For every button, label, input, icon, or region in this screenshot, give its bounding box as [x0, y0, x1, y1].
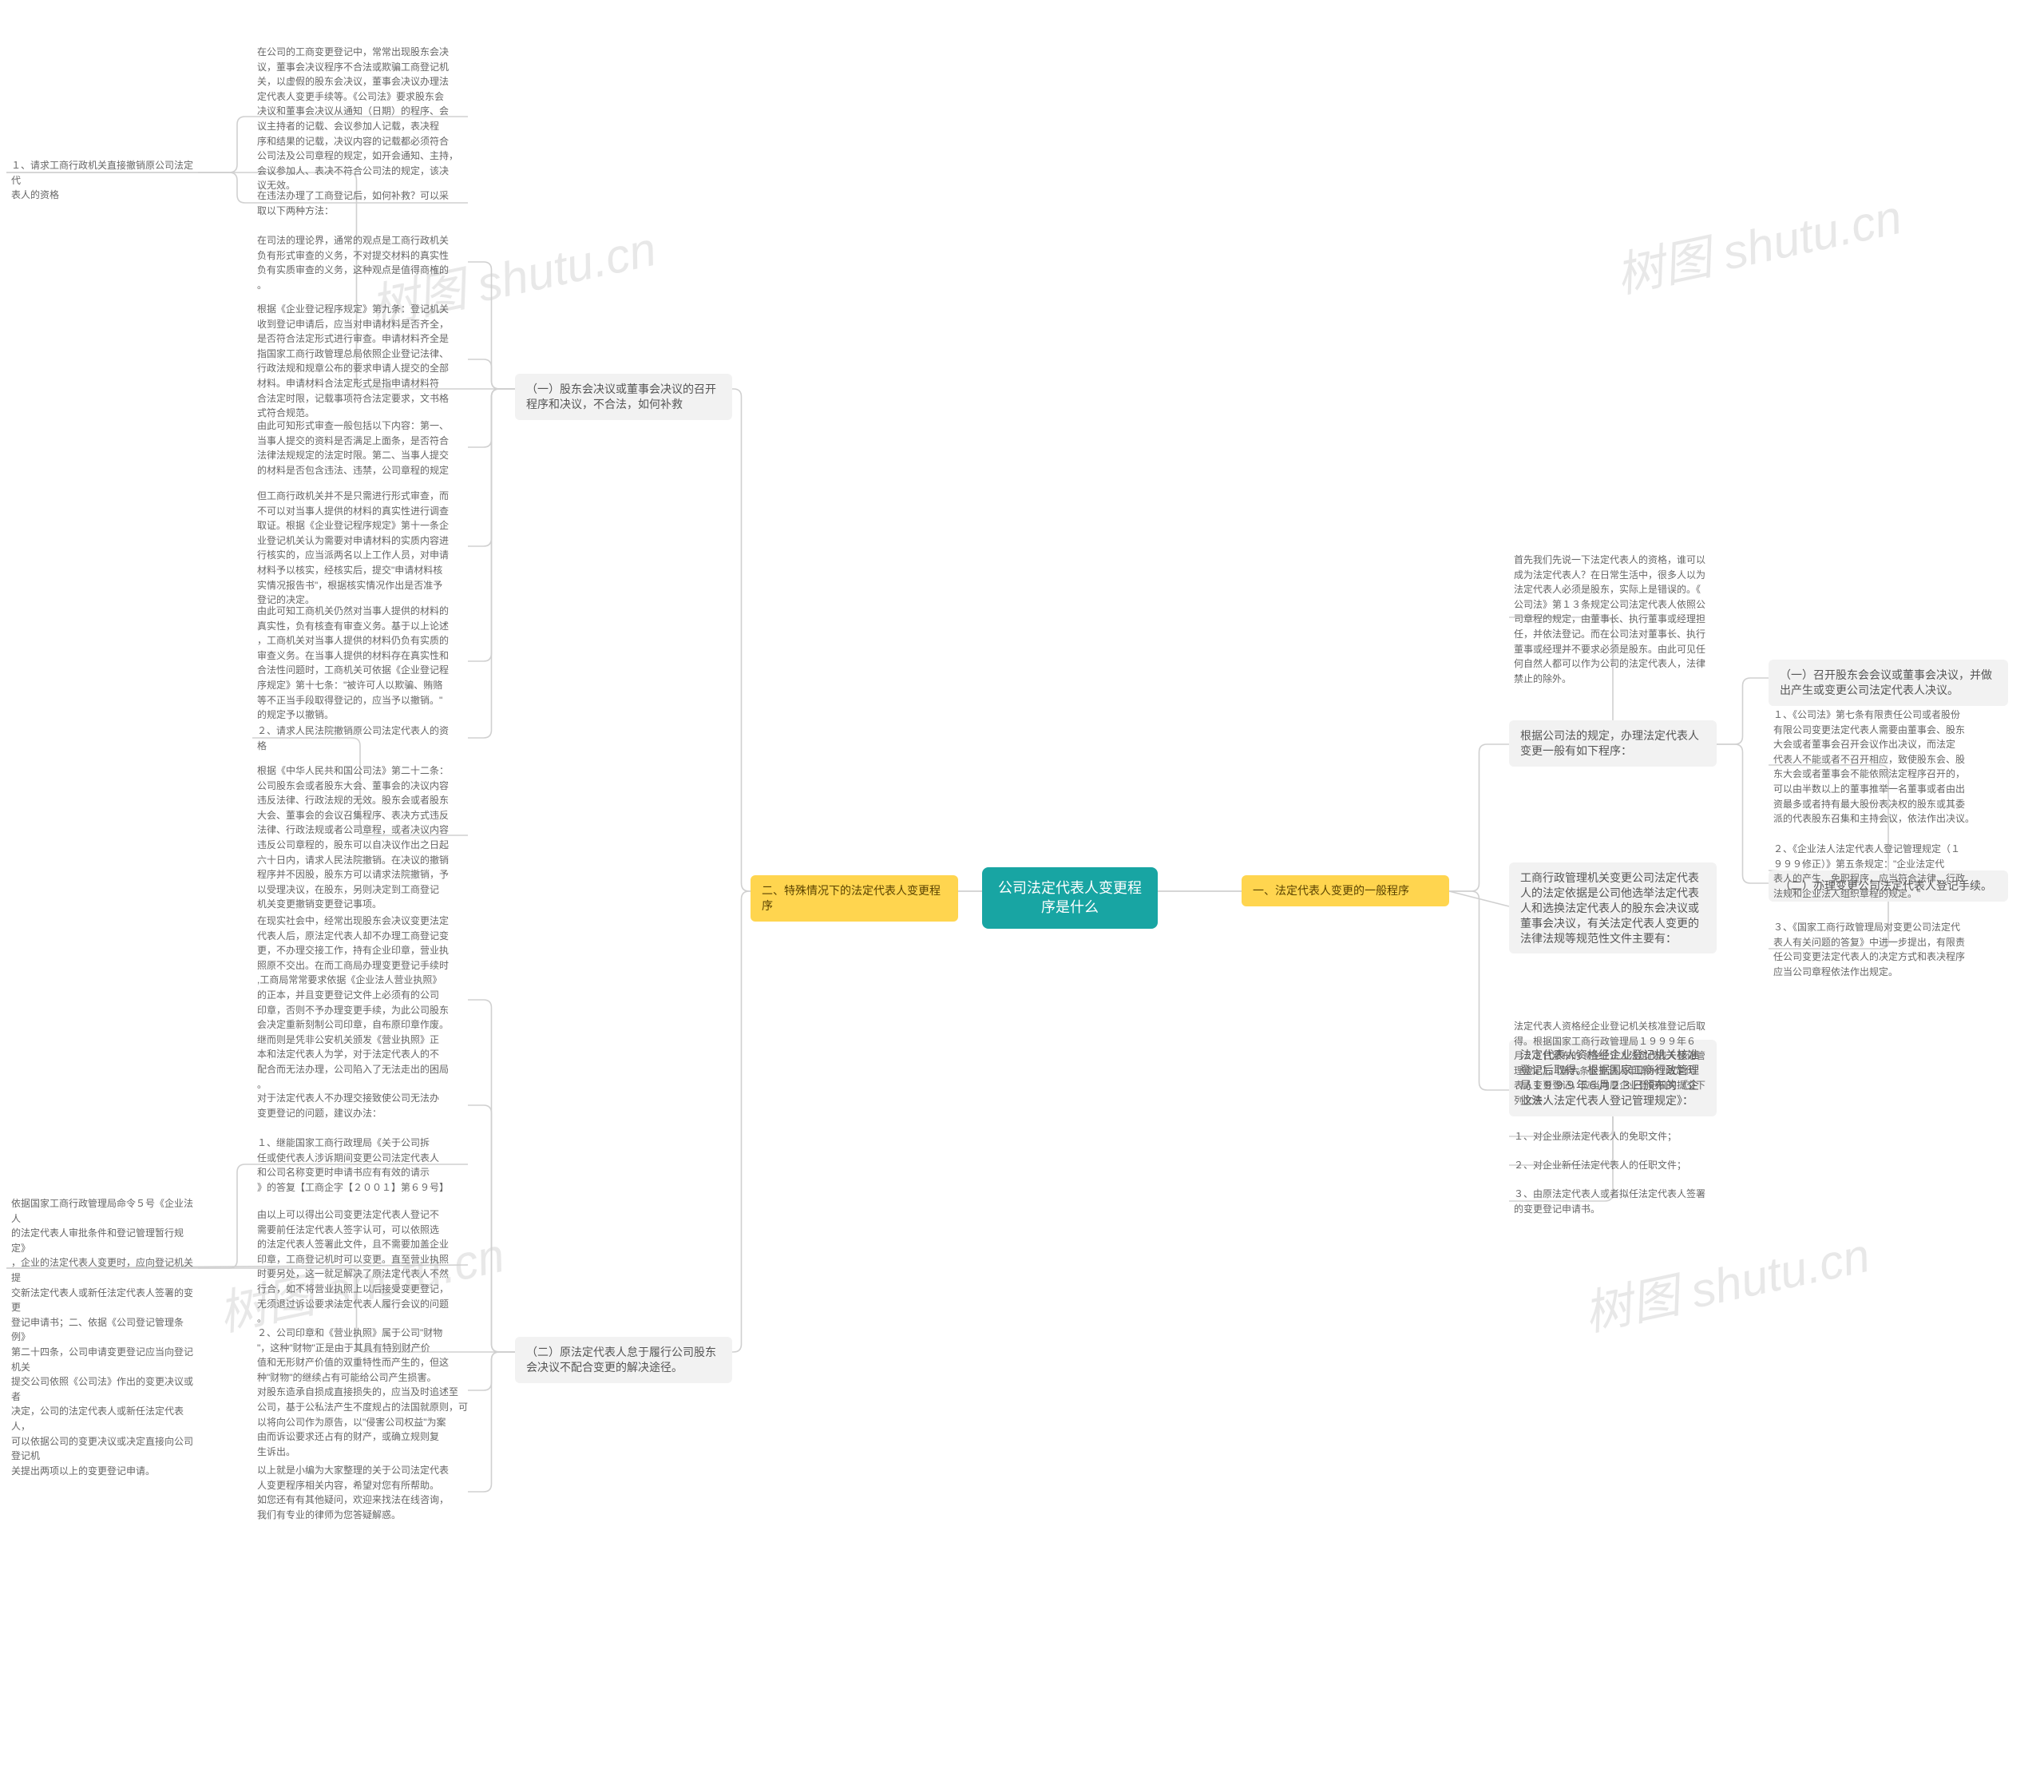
leaf-node: 在公司的工商变更登记中，常常出现股东会决议，董事会决议程序不合法或欺骗工商登记机…: [252, 42, 468, 196]
leaf-node: 依据国家工商行政管理局命令５号《企业法人的法定代表人审批条件和登记管理暂行规定》…: [6, 1193, 198, 1481]
watermark: 树图 shutu.cn: [1609, 178, 1907, 307]
leaf-node: １、请求工商行政机关直接撤销原公司法定代表人的资格: [6, 155, 198, 206]
leaf-node: 由以上可以得出公司变更法定代表人登记不需要前任法定代表人签字认可，可以依照选的法…: [252, 1204, 468, 1330]
leaf-node: ３、由原法定代表人或者拟任法定代表人签署的变更登记申请书。: [1509, 1183, 1717, 1219]
leaf-node: 以上就是小编为大家整理的关于公司法定代表人变更程序相关内容，希望对您有所帮助。如…: [252, 1460, 468, 1525]
leaf-node: ３、《国家工商行政管理局对变更公司法定代表人有关问题的答复》中进一步提出，有限责…: [1769, 917, 2016, 982]
leaf-node: １、继能国家工商行政理局《关于公司拆任或使代表人涉诉期间变更公司法定代表人和公司…: [252, 1132, 468, 1198]
leaf-node: 在司法的理论界，通常的观点是工商行政机关负有形式审查的义务，不对提交材料的真实性…: [252, 230, 468, 295]
sub-node: （一）召开股东会会议或董事会决议，并做出产生或变更公司法定代表人决议。: [1769, 660, 2008, 706]
leaf-node: 在违法办理了工商登记后，如何补救？可以采取以下两种方法：: [252, 185, 468, 221]
sub-node: （二）原法定代表人怠于履行公司股东会决议不配合变更的解决途径。: [515, 1337, 732, 1383]
leaf-node: 根据《中华人民共和国公司法》第二十二条：公司股东会或者股东大会、董事会的决议内容…: [252, 760, 468, 915]
branch-node: 一、法定代表人变更的一般程序: [1242, 875, 1449, 906]
watermark: 树图 shutu.cn: [1577, 1216, 1876, 1345]
leaf-node: 由此可知形式审查一般包括以下内容：第一、当事人提交的资料是否满足上面条，是否符合…: [252, 415, 468, 481]
leaf-node: 但工商行政机关并不是只需进行形式审查，而不可以对当事人提供的材料的真实性进行调查…: [252, 486, 468, 611]
leaf-node: ２、《企业法人法定代表人登记管理规定（１９９９修正）》第五条规定："企业法定代表…: [1769, 839, 2016, 904]
sub-node: （一）股东会决议或董事会决议的召开程序和决议，不合法，如何补救: [515, 374, 732, 420]
leaf-node: 在现实社会中，经常出现股东会决议变更法定代表人后，原法定代表人却不办理工商登记变…: [252, 910, 468, 1095]
leaf-node: １、对企业原法定代表人的免职文件；: [1509, 1126, 1717, 1148]
leaf-node: 首先我们先说一下法定代表人的资格，谁可以成为法定代表人？在日常生活中，很多人以为…: [1509, 549, 1717, 689]
leaf-node: １、《公司法》第七条有限责任公司或者股份有限公司变更法定代表人需要由董事会、股东…: [1769, 704, 2016, 830]
leaf-node: 对于法定代表人不办理交接致使公司无法办变更登记的问题，建议办法：: [252, 1088, 468, 1124]
leaf-node: ２、对企业新任法定代表人的任职文件；: [1509, 1155, 1717, 1176]
root-node: 公司法定代表人变更程序是什么: [982, 867, 1158, 929]
leaf-node: ２、公司印章和《营业执照》属于公司"财物"，这种"财物"正是由于其具有特别财产价…: [252, 1322, 468, 1462]
leaf-node: ２、请求人民法院撤销原公司法定代表人的资格: [252, 720, 468, 756]
branch-node: 二、特殊情况下的法定代表人变更程序: [751, 875, 958, 922]
leaf-node: 根据《企业登记程序规定》第九条：登记机关收到登记申请后，应当对申请材料是否齐全，…: [252, 299, 468, 424]
sub-node: 工商行政管理机关变更公司法定代表人的法定依据是公司他选举法定代表人和选换法定代表…: [1509, 862, 1717, 953]
leaf-node: 由此可知工商机关仍然对当事人提供的材料的真实性，负有核查有审查义务。基于以上论述…: [252, 601, 468, 726]
leaf-node: 法定代表人资格经企业登记机关核准登记后取得。根据国家工商行政管理局１９９９年６月…: [1509, 1016, 1717, 1112]
sub-node: 根据公司法的规定，办理法定代表人变更一般有如下程序：: [1509, 720, 1717, 767]
